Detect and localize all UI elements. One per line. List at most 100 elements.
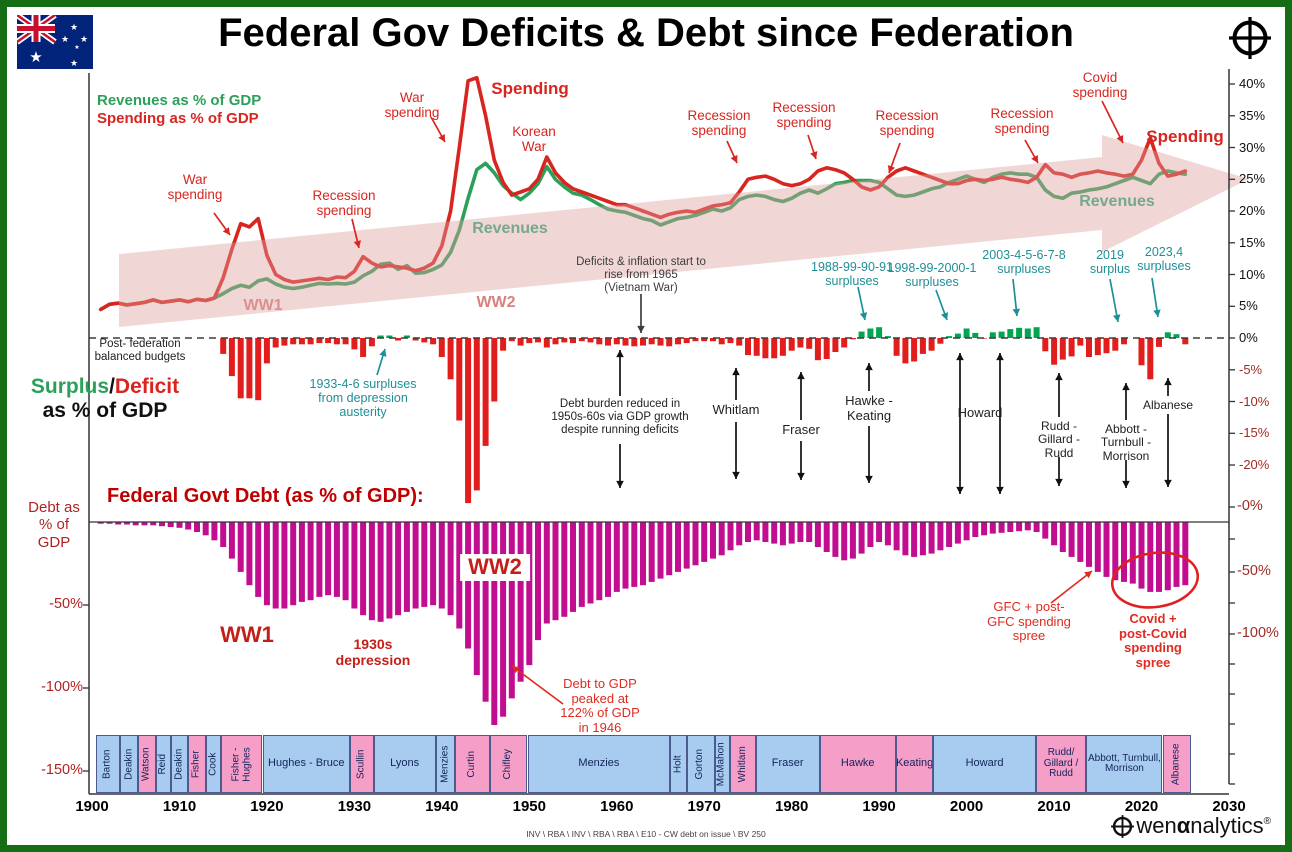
debt-axis-title: Debt as % of GDP (28, 499, 80, 551)
pm-menzies: Menzies (435, 735, 455, 793)
legend-spending: Spending as % of GDP (97, 110, 259, 127)
axis-label--100: -100% (41, 679, 83, 695)
ww2-top: WW2 (476, 294, 516, 311)
svg-text:★: ★ (80, 34, 88, 44)
recession-spending-2009: Recession spending (990, 106, 1054, 137)
ww2-debt: WW2 (460, 554, 530, 581)
pm-albanese: Albanese (1162, 735, 1191, 793)
axis-label--150: -150% (41, 762, 83, 778)
axis-label--100: -100% (1237, 625, 1279, 641)
svg-text:★: ★ (70, 58, 78, 68)
recession-spending-1975: Recession spending (687, 108, 751, 139)
covid-spending: Covid spending (1072, 70, 1128, 101)
vietnam-note: Deficits & inflation start to rise from … (576, 256, 706, 294)
axis-label--15: -15% (1239, 425, 1270, 441)
svg-text:★: ★ (61, 34, 69, 44)
deficit-word: Deficit (114, 375, 180, 398)
spending-label-right: Spending (1146, 127, 1224, 146)
axis-label--10: -10% (1239, 393, 1270, 409)
legend-revenues: Revenues as % of GDP (97, 92, 262, 109)
depression-1930s: 1930s depression (335, 636, 411, 668)
surpluses-2023: 2023,4 surpluses (1137, 245, 1191, 273)
axis-label-20: 20% (1239, 203, 1266, 218)
howard-note: Howard (957, 405, 1003, 420)
axis-label-25: 25% (1239, 171, 1266, 187)
axis-label-35: 35% (1239, 107, 1266, 123)
axis-label--50: -50% (49, 596, 83, 612)
pm-abbott-turnbull-morrison: Abbott, Turnbull, Morrison (1086, 735, 1163, 793)
year-label-2000: 2000 (949, 798, 984, 815)
recession-spending-1983: Recession spending (772, 100, 836, 131)
pm-howard: Howard (933, 735, 1036, 793)
surpluses-1998: 1998-99-2000-1 surpluses (887, 261, 977, 289)
ww1-top: WW1 (243, 297, 283, 314)
year-label-1960: 1960 (600, 798, 634, 815)
svg-text:★: ★ (74, 44, 79, 51)
source-note: INV \ RBA \ INV \ RBA \ RBA \ E10 - CW d… (526, 829, 766, 839)
year-label-2030: 2030 (1212, 798, 1246, 815)
year-label-2010: 2010 (1037, 798, 1071, 815)
year-label-1950: 1950 (512, 798, 546, 815)
svg-text:★: ★ (29, 49, 42, 66)
logo-crosshair-icon (1111, 814, 1135, 838)
year-label-1940: 1940 (425, 798, 459, 815)
surpluses-2003: 2003-4-5-6-7-8 surpluses (982, 248, 1066, 276)
axis-label-30: 30% (1239, 139, 1266, 155)
debt-burden-note: Debt burden reduced in 1950s-60s via GDP… (551, 398, 689, 436)
axis-label--50: -50% (1237, 563, 1271, 579)
gfc-note: GFC + post- GFC spending spree (987, 599, 1071, 644)
pm-reid: Reid (155, 735, 171, 793)
year-label-2020: 2020 (1124, 798, 1159, 815)
pm-whitlam: Whitlam (729, 735, 756, 793)
pm-hughes-bruce: Hughes - Bruce (262, 735, 350, 793)
axis-label-15: 15% (1239, 234, 1266, 250)
axis-label--20: -20% (1239, 457, 1270, 472)
year-label-1980: 1980 (775, 798, 809, 815)
fraser-note: Fraser (782, 422, 820, 437)
pm-deakin: Deakin (120, 735, 139, 793)
revenues-label-right: Revenues (1079, 193, 1155, 210)
year-label-1970: 1970 (687, 798, 721, 815)
surplus-2019: 2019 surplus (1089, 248, 1131, 276)
axis-label-40: 40% (1239, 76, 1266, 91)
year-label-1990: 1990 (862, 798, 896, 815)
pm-watson: Watson (138, 735, 156, 793)
albanese-note: Albanese (1142, 398, 1194, 412)
pm-chifley: Chifley (489, 735, 528, 793)
covid-debt-note: Covid + post-Covid spending spree (1119, 611, 1187, 670)
year-label-1920: 1920 (250, 798, 284, 815)
year-label-1930: 1930 (337, 798, 372, 815)
pm-lyons: Lyons (373, 735, 436, 793)
war-spending-1940: War spending (384, 90, 440, 121)
pm-keating: Keating (895, 735, 934, 793)
svg-text:★: ★ (70, 22, 78, 32)
ww1-debt: WW1 (220, 622, 274, 647)
recession-spending-1930: Recession spending (312, 188, 376, 219)
axis-label--0: -0% (1237, 498, 1263, 514)
surpluses-1988: 1988-99-90-91 surpluses (810, 260, 894, 288)
abbott-note: Abbott - Turnbull - Morrison (1100, 422, 1152, 463)
pm-curtin: Curtin (455, 735, 490, 793)
axis-label-0: 0% (1239, 330, 1258, 345)
war-spending-1915: War spending (167, 172, 223, 203)
pm-fisher-hughes: Fisher - Hughes (221, 735, 263, 793)
pm-fraser: Fraser (755, 735, 820, 793)
axis-label-10: 10% (1239, 266, 1266, 282)
hawke-keating-note: Hawke - Keating (845, 393, 893, 423)
pm-barton: Barton (96, 735, 120, 793)
surplus-deficit-title: Surplus/Deficit as % of GDP (15, 375, 195, 423)
pm-cook: Cook (205, 735, 222, 793)
surplus-word: Surplus (30, 375, 110, 398)
pm-deakin: Deakin (170, 735, 189, 793)
page-title: Federal Gov Deficits & Debt since Federa… (218, 11, 1074, 55)
pm-holt: Holt (670, 735, 687, 793)
surpluses-1933: 1933-4-6 surpluses from depression auste… (309, 377, 417, 419)
debt-peak-note: Debt to GDP peaked at 122% of GDP in 194… (560, 676, 640, 735)
pm-rudd-gillard-rudd: Rudd/ Gillard / Rudd (1035, 735, 1087, 793)
korean-war: Korean War (512, 124, 556, 155)
debt-chart-heading: Federal Govt Debt (as % of GDP): (107, 485, 424, 507)
whitlam-note: Whitlam (712, 402, 760, 417)
pm-gorton: Gorton (686, 735, 715, 793)
spending-label-left: Spending (491, 79, 569, 98)
